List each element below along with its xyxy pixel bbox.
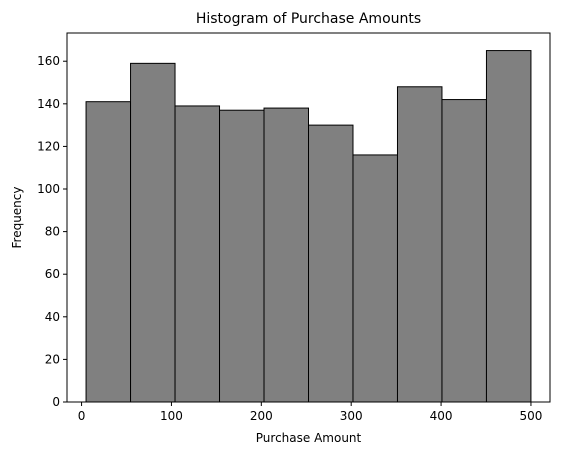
y-tick-label: 140 <box>37 97 60 111</box>
y-tick-label: 100 <box>37 182 60 196</box>
histogram-bar-7 <box>396 86 443 403</box>
x-tick-label: 500 <box>519 409 542 423</box>
bars-group <box>85 50 532 403</box>
y-tick-label: 40 <box>45 310 60 324</box>
y-tick-label: 20 <box>45 352 60 366</box>
x-tick-label: 300 <box>340 409 363 423</box>
plot-area-frame <box>66 32 551 403</box>
histogram-bar-9 <box>485 50 532 403</box>
histogram-bar-4 <box>263 107 310 403</box>
histogram-bar-3 <box>219 109 265 403</box>
histogram-bar-5 <box>308 124 354 403</box>
x-axis-label: Purchase Amount <box>256 431 362 445</box>
y-tick-label: 160 <box>37 54 60 68</box>
histogram-bar-1 <box>130 62 176 403</box>
y-tick-label: 80 <box>45 225 60 239</box>
y-tick-label: 120 <box>37 139 60 153</box>
x-tick-label: 100 <box>160 409 183 423</box>
y-tick-label: 60 <box>45 267 60 281</box>
x-tick-label: 400 <box>430 409 453 423</box>
histogram-bar-2 <box>174 105 221 403</box>
histogram-bar-8 <box>441 99 487 403</box>
chart-title: Histogram of Purchase Amounts <box>196 11 421 27</box>
histogram-bar-6 <box>352 154 398 403</box>
x-tick-label: 0 <box>78 409 86 423</box>
y-axis-label: Frequency <box>10 187 24 249</box>
histogram-bar-0 <box>85 101 132 403</box>
y-tick-label: 0 <box>52 395 60 409</box>
x-axis-ticks: 0 100 200 300 400 500 <box>78 402 542 423</box>
y-axis-ticks: 0 20 40 60 80 100 120 140 160 <box>37 54 67 409</box>
x-tick-label: 200 <box>250 409 273 423</box>
